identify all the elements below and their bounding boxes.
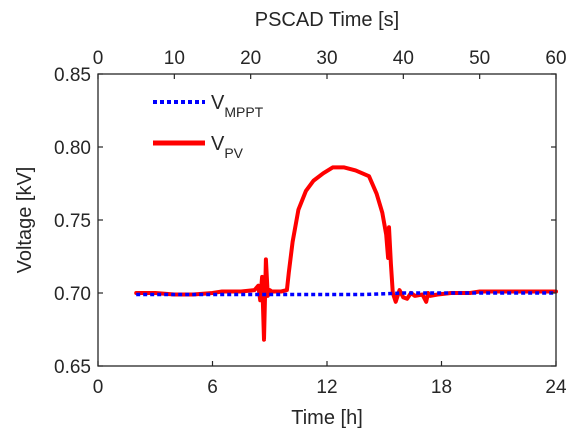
legend-box: [140, 86, 290, 162]
x-tick-label: 24: [545, 377, 567, 398]
x2-tick-label: 60: [545, 48, 566, 69]
x2-tick-label: 30: [316, 48, 337, 69]
x-tick-label: 12: [316, 377, 337, 398]
legend-label-pv: VPV: [211, 133, 244, 161]
x-axis-title: Time [h]: [291, 407, 363, 429]
legend-label-pv-sub: PV: [224, 145, 243, 161]
x2-tick-label: 50: [469, 48, 490, 69]
legend-label-pv-main: V: [211, 133, 225, 155]
legend-label-mppt: VMPPT: [211, 92, 264, 120]
y-tick-label: 0.75: [54, 211, 91, 232]
x-tick-label: 18: [431, 377, 452, 398]
y-axis-title: Voltage [kV]: [14, 167, 36, 274]
x2-tick-label: 40: [393, 48, 414, 69]
legend-label-mppt-main: V: [211, 92, 225, 114]
y-tick-label: 0.65: [54, 357, 91, 378]
tick-labels-layer: 0 6 12 18 24 0 10 20 30 40 50 60 0.65 0.70 0.75 0.80 0.8…: [54, 48, 567, 398]
x2-tick-label: 0: [93, 48, 104, 69]
x-tick-label: 6: [207, 377, 218, 398]
legend: VMPPT VPV: [140, 86, 290, 162]
x-tick-label: 0: [93, 377, 104, 398]
y-tick-label: 0.85: [54, 65, 91, 86]
x2-tick-label: 10: [164, 48, 185, 69]
x2-tick-label: 20: [240, 48, 261, 69]
legend-label-mppt-sub: MPPT: [224, 104, 263, 120]
x2-axis-title: PSCAD Time [s]: [255, 9, 399, 31]
series-layer: [134, 165, 558, 342]
y-tick-label: 0.80: [54, 138, 91, 159]
series-line-pv: [134, 165, 558, 342]
ticks-layer: [97, 73, 557, 367]
y-tick-label: 0.70: [54, 284, 91, 305]
